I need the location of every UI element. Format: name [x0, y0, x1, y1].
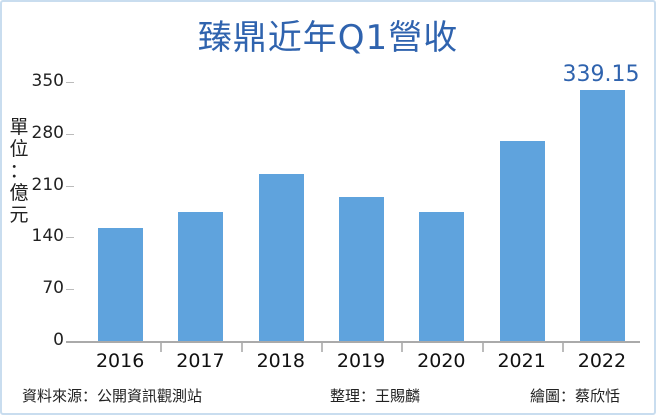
- bar-2018: [258, 173, 304, 341]
- y-tick-mark: [66, 289, 74, 291]
- x-category-divider: [160, 342, 163, 352]
- x-tick-label: 2017: [176, 350, 225, 372]
- x-tick-label: 2018: [256, 350, 305, 372]
- x-axis-line: [66, 341, 640, 343]
- bar-2016: [98, 227, 144, 341]
- y-label-char: 位: [9, 138, 29, 160]
- bar-2021: [499, 141, 545, 341]
- bar-2019: [339, 197, 385, 341]
- chart-title: 臻鼎近年Q1營收: [197, 18, 459, 58]
- y-label-char: ：: [9, 160, 29, 182]
- footer-artist: 繪圖：蔡欣恬: [530, 387, 621, 405]
- footer-source: 資料來源：公開資訊觀測站: [22, 387, 203, 405]
- x-tick-label: 2019: [336, 350, 386, 372]
- y-label-char: 億: [9, 182, 29, 204]
- y-axis-label: 單 位 ： 億 元: [8, 116, 30, 226]
- y-tick-mark: [66, 237, 74, 239]
- y-tick-label: 0: [53, 330, 64, 350]
- x-tick-label: 2021: [497, 350, 546, 372]
- y-tick-mark: [66, 82, 74, 83]
- y-tick-label: 140: [31, 226, 64, 247]
- x-category-divider: [401, 342, 404, 352]
- y-label-char: 單: [9, 116, 29, 138]
- footer-editor: 整理：王賜麟: [330, 387, 421, 405]
- x-category-divider: [481, 342, 484, 352]
- x-category-divider: [561, 342, 564, 352]
- x-category-divider: [320, 342, 323, 352]
- x-tick-label: 2016: [95, 350, 145, 372]
- bar-2022: [579, 90, 625, 341]
- bar-2017: [178, 211, 224, 341]
- y-tick-label: 210: [31, 174, 64, 195]
- x-tick-label: 2022: [577, 350, 627, 372]
- x-category-divider: [240, 342, 243, 352]
- y-tick-label: 350: [31, 71, 64, 91]
- y-tick-mark: [66, 185, 74, 187]
- y-tick-mark: [66, 133, 74, 135]
- bar-2020: [419, 211, 465, 341]
- y-tick-label: 70: [42, 278, 64, 299]
- x-tick-label: 2020: [417, 350, 466, 372]
- bar-value-label: 339.15: [562, 62, 640, 87]
- y-tick-label: 280: [31, 122, 64, 143]
- y-label-char: 元: [9, 204, 29, 226]
